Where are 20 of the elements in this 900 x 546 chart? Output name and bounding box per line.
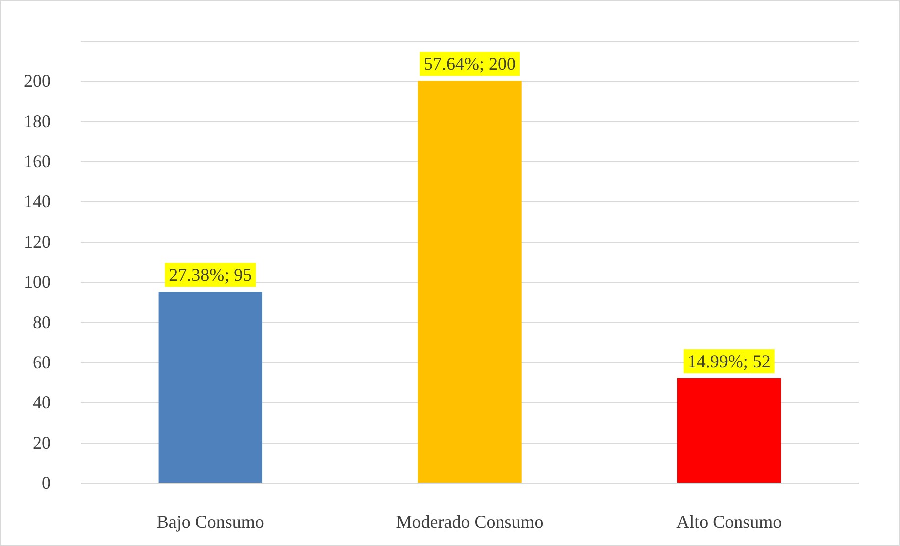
y-tick-label: 60 — [33, 352, 51, 372]
data-label: 27.38%; 95 — [169, 265, 252, 286]
y-tick-label: 120 — [24, 232, 51, 252]
y-tick-label: 0 — [42, 473, 51, 493]
y-tick-label: 20 — [33, 432, 51, 453]
y-tick-label: 140 — [24, 192, 51, 212]
data-label: 14.99%; 52 — [688, 352, 771, 372]
x-tick-label: Bajo Consumo — [156, 512, 264, 532]
bar — [418, 81, 522, 483]
y-tick-label: 160 — [24, 152, 51, 172]
x-tick-label: Moderado Consumo — [396, 512, 544, 532]
data-label: 57.64%; 200 — [424, 54, 516, 74]
y-tick-label: 200 — [24, 71, 51, 92]
y-tick-label: 40 — [33, 392, 51, 413]
y-tick-label: 100 — [24, 272, 51, 292]
bar — [677, 378, 782, 483]
y-tick-label: 80 — [33, 312, 51, 332]
bar — [158, 292, 263, 483]
x-tick-label: Alto Consumo — [676, 512, 782, 532]
y-tick-label: 180 — [24, 111, 51, 132]
